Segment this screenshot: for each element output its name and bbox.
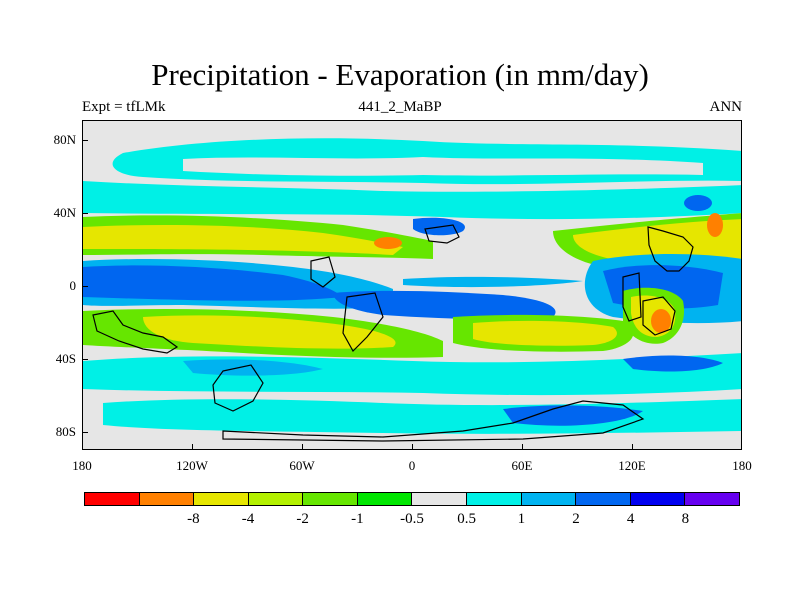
lon-label: 180 xyxy=(72,458,92,473)
colorbar-swatch xyxy=(467,493,522,505)
s-subtropic-yellow xyxy=(143,315,396,349)
lat-label: 80S xyxy=(55,424,76,439)
lon-label: 180 xyxy=(732,458,752,473)
colorbar-swatch xyxy=(248,493,304,505)
colorbar-swatch xyxy=(194,493,249,505)
ne-dry-max xyxy=(707,213,723,237)
lon-label: 120W xyxy=(176,458,208,473)
lon-label: 120E xyxy=(618,458,646,473)
colorbar-swatch xyxy=(521,493,577,505)
y-tick xyxy=(82,140,88,141)
x-tick xyxy=(522,444,523,450)
y-tick xyxy=(82,213,88,214)
colorbar-swatch xyxy=(412,493,468,505)
pe-contour-map xyxy=(83,121,741,449)
n-dry-max xyxy=(374,237,402,249)
colorbar-swatch xyxy=(303,493,358,505)
n-subtropic-yellow xyxy=(83,225,403,255)
north-pacific-wet xyxy=(684,195,712,211)
antarctic-peninsula xyxy=(212,364,264,412)
colorbar-label: -2 xyxy=(296,511,309,527)
map-plot-area xyxy=(82,120,742,450)
colorbar-label: 2 xyxy=(572,511,580,527)
lat-label: 40S xyxy=(55,351,76,366)
y-tick xyxy=(82,359,88,360)
indochina-coast xyxy=(622,272,642,322)
x-tick xyxy=(192,444,193,450)
colorbar-swatch xyxy=(576,493,631,505)
colorbar-label: 1 xyxy=(517,511,526,527)
coastlines xyxy=(92,224,694,442)
y-tick xyxy=(82,286,88,287)
colorbar-label: 0.5 xyxy=(457,511,477,527)
east-asia-coast xyxy=(647,226,694,272)
itcz-west-core xyxy=(83,265,343,301)
lon-label: 60W xyxy=(289,458,315,473)
colorbar-label: -4 xyxy=(241,511,255,527)
n-atlantic-africa-yellow xyxy=(573,219,741,262)
y-tick xyxy=(82,432,88,433)
s-indian-wet xyxy=(623,355,723,372)
x-tick xyxy=(302,444,303,450)
case-label: 441_2_MaBP xyxy=(358,99,442,115)
midlat-moist-band-n xyxy=(83,181,741,220)
antarctica-coast xyxy=(222,400,645,442)
lat-label: 0 xyxy=(69,278,77,293)
lat-label: 80N xyxy=(53,132,76,147)
colorbar-label: -1 xyxy=(351,511,364,527)
x-tick xyxy=(632,444,633,450)
s-indian-yellow xyxy=(473,320,617,346)
colorbar-swatch xyxy=(139,493,195,505)
antarctic-wet-core xyxy=(503,405,643,426)
lat-label: 40N xyxy=(53,205,76,220)
australia-coast xyxy=(642,296,676,336)
colorbar-label: 8 xyxy=(681,511,690,527)
experiment-label: Expt = tfLMk xyxy=(82,99,166,115)
equatorial-atlantic-wet xyxy=(403,276,583,288)
colorbar xyxy=(84,492,740,506)
south-america-coast xyxy=(342,292,384,352)
colorbar-swatch xyxy=(357,493,413,505)
lon-label: 60E xyxy=(511,458,533,473)
map-title: Precipitation - Evaporation (in mm/day) xyxy=(151,57,649,92)
colorbar-swatch xyxy=(630,493,686,505)
x-tick xyxy=(412,444,413,450)
colorbar-label: 4 xyxy=(626,511,635,527)
season-label: ANN xyxy=(709,99,743,115)
mediterranean-coast xyxy=(424,224,460,244)
central-america-coast xyxy=(310,256,336,288)
north-dry-strip xyxy=(183,157,703,176)
colorbar-label: -0.5 xyxy=(400,511,424,527)
south-pacific-islands xyxy=(92,310,179,354)
colorbar-swatch xyxy=(685,493,739,505)
australia-dry-max xyxy=(651,309,671,333)
lon-label: 0 xyxy=(408,458,416,473)
colorbar-swatch xyxy=(85,493,140,505)
colorbar-label: -8 xyxy=(187,511,200,527)
s-equatorial-wet xyxy=(333,290,556,320)
